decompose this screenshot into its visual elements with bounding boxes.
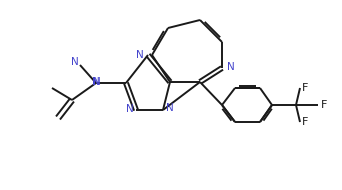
Text: N: N (166, 103, 174, 113)
Text: F: F (302, 117, 308, 127)
Text: N: N (71, 57, 79, 67)
Text: F: F (302, 83, 308, 93)
Text: N: N (93, 77, 101, 87)
Text: N: N (227, 62, 235, 72)
Text: N: N (92, 77, 100, 87)
Text: N: N (136, 50, 144, 60)
Text: F: F (321, 100, 327, 110)
Text: N: N (126, 104, 134, 114)
